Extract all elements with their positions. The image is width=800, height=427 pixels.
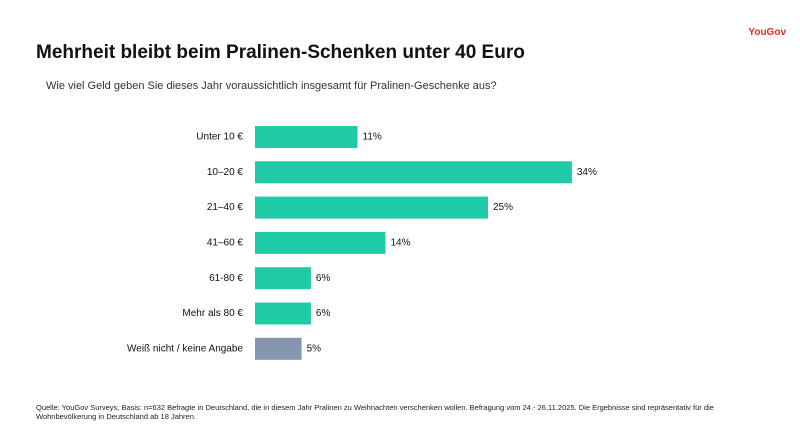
brand-logo: YouGov (748, 27, 786, 38)
chart-subtitle: Wie viel Geld geben Sie dieses Jahr vora… (46, 80, 497, 92)
category-label: Unter 10 € (196, 132, 243, 143)
source-note: Quelle: YouGov Surveys, Basis: n=632 Bef… (36, 403, 714, 421)
category-label: 61-80 € (209, 273, 243, 284)
bar (255, 231, 386, 254)
chart: Unter 10 € 11% 10–20 € 34% 21–40 € 25% 41–60 €… (127, 126, 597, 360)
value-label: 6% (316, 308, 331, 319)
value-label: 25% (493, 202, 513, 213)
bar (255, 126, 358, 148)
value-label: 34% (577, 167, 597, 178)
category-label: Weiß nicht / keine Angabe (127, 343, 243, 354)
category-label: Mehr als 80 € (182, 308, 243, 319)
bar (255, 161, 572, 184)
category-label: 10–20 € (207, 167, 244, 178)
bar (255, 267, 311, 290)
bar (255, 302, 311, 325)
category-label: 21–40 € (207, 202, 244, 213)
bar (255, 196, 488, 219)
value-label: 5% (307, 343, 322, 354)
value-label: 11% (363, 132, 382, 143)
value-label: 6% (316, 273, 331, 284)
category-label: 41–60 € (207, 238, 244, 249)
chart-title: Mehrheit bleibt beim Pralinen-Schenken u… (36, 42, 525, 63)
value-label: 14% (390, 238, 410, 249)
bar (255, 337, 302, 360)
